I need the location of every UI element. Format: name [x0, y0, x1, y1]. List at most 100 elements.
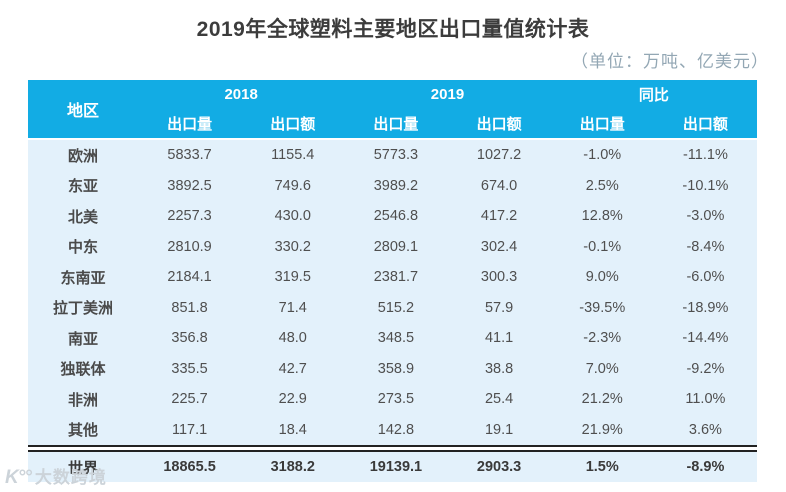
value-cell: 851.8: [171, 299, 208, 316]
region-cell: 东南亚: [60, 269, 106, 287]
value-cell: 2809.1: [373, 238, 419, 255]
value-cell: -2.3%: [583, 330, 622, 347]
table-row: 南亚 356.8 48.0 348.5 41.1 -2.3% -14.4%: [28, 323, 757, 354]
group-label-2018: 2018: [224, 86, 258, 103]
value-cell: 19.1: [484, 421, 514, 438]
region-cell: 中东: [67, 239, 98, 257]
value-cell: 2184.1: [167, 269, 212, 286]
value-cell: 2381.7: [373, 269, 419, 286]
value-cell: 38.8: [484, 360, 514, 377]
value-cell: 117.1: [171, 421, 208, 438]
value-cell: 358.9: [377, 360, 415, 377]
value-cell: 18.4: [278, 421, 307, 438]
value-cell: -0.1%: [583, 238, 622, 255]
value-cell: 5773.3: [373, 147, 419, 164]
watermark: K°° 大数跨境: [5, 463, 107, 489]
group-label-2019: 2019: [430, 86, 465, 103]
subheader-export-volume: 出口量: [373, 116, 419, 133]
value-cell: 22.9: [278, 391, 307, 408]
subheader-export-volume: 出口量: [579, 116, 625, 133]
region-cell: 非洲: [67, 391, 98, 409]
value-cell: 2257.3: [167, 208, 212, 225]
total-separator-rule: [28, 445, 757, 452]
brand-logo-icon: K°°: [5, 467, 32, 488]
value-cell: 25.4: [484, 391, 514, 408]
value-cell: -1.0%: [583, 147, 622, 164]
value-cell: 21.9%: [581, 421, 623, 438]
value-cell: 356.8: [171, 330, 208, 347]
region-cell: 北美: [67, 208, 98, 226]
group-label-yoy: 同比: [638, 87, 669, 104]
value-cell: -3.0%: [686, 208, 725, 225]
table-row: 其他 117.1 18.4 142.8 19.1 21.9% 3.6%: [28, 414, 757, 445]
value-cell: -8.4%: [686, 238, 725, 255]
region-cell: 独联体: [60, 361, 106, 379]
header-group-yoy: 同比 出口量 出口额: [551, 80, 757, 138]
table-row: 北美 2257.3 430.0 2546.8 417.2 12.8% -3.0%: [28, 201, 757, 232]
value-cell: 430.0: [274, 208, 311, 225]
value-cell: 1027.2: [476, 147, 522, 164]
value-cell: 749.6: [274, 177, 311, 194]
value-cell: 9.0%: [585, 269, 619, 286]
value-cell: -8.9%: [686, 459, 725, 475]
brand-name: 大数跨境: [34, 468, 107, 487]
value-cell: 7.0%: [585, 360, 619, 377]
region-cell: 东亚: [67, 178, 98, 196]
value-cell: -18.9%: [682, 299, 729, 316]
table-row: 中东 2810.9 330.2 2809.1 302.4 -0.1% -8.4%: [28, 231, 757, 262]
region-cell: 世界: [67, 459, 98, 477]
value-cell: 19139.1: [369, 459, 423, 475]
table-footer: 世界 18865.5 3188.2 19139.1 2903.3 1.5% -8.9%: [28, 452, 757, 482]
value-cell: -11.1%: [682, 147, 728, 164]
table-row: 拉丁美洲 851.8 71.4 515.2 57.9 -39.5% -18.9%: [28, 292, 757, 323]
value-cell: 2810.9: [167, 238, 212, 255]
value-cell: 330.2: [274, 238, 311, 255]
value-cell: 1.5%: [585, 459, 619, 475]
value-cell: 18865.5: [163, 459, 216, 475]
value-cell: 225.7: [171, 391, 208, 408]
value-cell: 5833.7: [167, 147, 212, 164]
value-cell: 3892.5: [167, 177, 212, 194]
value-cell: 2903.3: [476, 459, 522, 475]
value-cell: 515.2: [377, 299, 415, 316]
value-cell: -14.4%: [682, 330, 729, 347]
value-cell: -10.1%: [682, 177, 729, 194]
subheader-export-value: 出口额: [682, 116, 728, 133]
statistics-page: 2019年全球塑料主要地区出口量值统计表 （单位：万吨、亿美元） 地区 2018…: [5, 18, 769, 488]
header-group-2018: 2018 出口量 出口额: [138, 80, 344, 138]
value-cell: 302.4: [480, 238, 518, 255]
region-cell: 南亚: [67, 330, 98, 348]
value-cell: 300.3: [480, 269, 518, 286]
table-row: 东亚 3892.5 749.6 3989.2 674.0 2.5% -10.1%: [28, 170, 757, 201]
unit-note: （单位：万吨、亿美元）: [571, 52, 769, 71]
value-cell: 71.4: [278, 299, 307, 316]
table-body: 欧洲 5833.7 1155.4 5773.3 1027.2 -1.0% -11.1% 东亚 3…: [28, 140, 757, 445]
region-cell: 欧洲: [67, 147, 98, 165]
region-cell: 拉丁美洲: [52, 300, 113, 318]
value-cell: 335.5: [171, 360, 208, 377]
value-cell: 142.8: [377, 421, 415, 438]
value-cell: 674.0: [480, 177, 518, 194]
value-cell: 1155.4: [271, 147, 315, 164]
export-statistics-table: 地区 2018 出口量 出口额 2019 出口量 出口额 同比 出口量: [28, 80, 757, 482]
value-cell: -9.2%: [686, 360, 725, 377]
region-cell: 其他: [67, 422, 98, 440]
value-cell: 3.6%: [688, 421, 722, 438]
table-row: 东南亚 2184.1 319.5 2381.7 300.3 9.0% -6.0%: [28, 262, 757, 293]
value-cell: 48.0: [278, 330, 307, 347]
value-cell: 273.5: [377, 391, 415, 408]
value-cell: -6.0%: [686, 269, 725, 286]
value-cell: 348.5: [377, 330, 415, 347]
value-cell: 21.2%: [581, 391, 623, 408]
value-cell: 319.5: [274, 269, 311, 286]
value-cell: 2.5%: [585, 177, 619, 194]
subheader-export-volume: 出口量: [167, 116, 213, 133]
value-cell: -39.5%: [579, 299, 626, 316]
table-row: 欧洲 5833.7 1155.4 5773.3 1027.2 -1.0% -11.1%: [28, 140, 757, 171]
table-row: 非洲 225.7 22.9 273.5 25.4 21.2% 11.0%: [28, 384, 757, 415]
value-cell: 57.9: [484, 299, 514, 316]
page-title: 2019年全球塑料主要地区出口量值统计表: [196, 18, 590, 41]
value-cell: 42.7: [278, 360, 307, 377]
value-cell: 11.0%: [685, 391, 726, 408]
value-cell: 2546.8: [373, 208, 419, 225]
